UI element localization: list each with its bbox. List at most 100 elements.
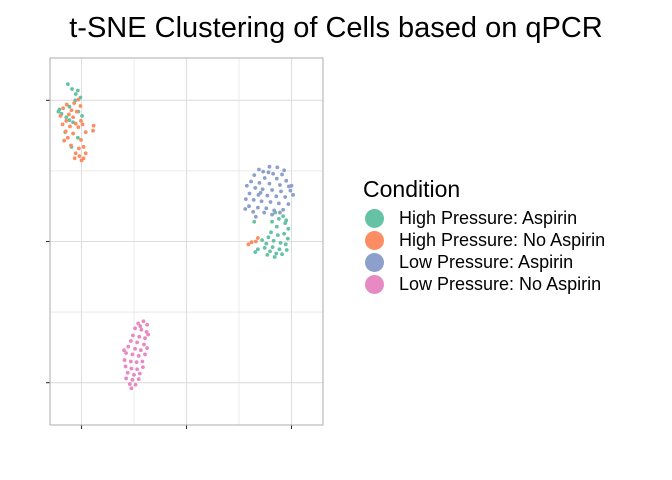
- data-point: [78, 104, 83, 108]
- data-point: [64, 115, 69, 120]
- data-point: [67, 112, 71, 117]
- data-point: [270, 219, 274, 224]
- data-point: [62, 138, 67, 143]
- data-point: [91, 128, 95, 133]
- data-point: [249, 240, 254, 245]
- data-point: [65, 135, 70, 140]
- data-point: [73, 121, 78, 126]
- data-point: [272, 208, 277, 213]
- data-point: [56, 109, 61, 114]
- legend-label: Low Pressure: No Aspirin: [399, 273, 602, 294]
- data-point: [138, 324, 143, 329]
- data-point: [76, 146, 81, 151]
- data-point: [269, 230, 273, 235]
- data-point: [135, 340, 140, 345]
- data-point: [130, 377, 135, 382]
- data-point: [80, 122, 85, 127]
- data-point: [122, 348, 126, 353]
- data-point: [259, 199, 264, 204]
- data-point: [122, 358, 127, 362]
- data-point: [267, 164, 272, 169]
- data-point: [251, 197, 256, 202]
- data-point: [257, 181, 262, 185]
- data-point: [262, 210, 267, 215]
- data-point: [283, 195, 288, 199]
- data-point: [71, 131, 75, 136]
- data-point: [281, 214, 285, 218]
- data-point: [243, 207, 248, 211]
- data-point: [133, 382, 138, 387]
- legend-label: Low Pressure: Aspirin: [399, 251, 574, 272]
- data-point: [256, 236, 260, 240]
- data-point: [274, 224, 279, 229]
- legend-swatch: [365, 274, 384, 294]
- data-point: [252, 219, 257, 224]
- data-point: [291, 193, 295, 197]
- data-point: [58, 113, 63, 118]
- data-point: [76, 125, 81, 130]
- data-point: [124, 351, 129, 355]
- data-point: [143, 352, 147, 357]
- data-points: [56, 82, 295, 391]
- data-point: [135, 367, 140, 372]
- data-point: [278, 241, 283, 245]
- data-point: [127, 382, 132, 386]
- data-point: [138, 348, 143, 353]
- data-point: [280, 252, 284, 257]
- data-point: [277, 247, 282, 252]
- data-point: [260, 238, 264, 242]
- legend-entry: High Pressure: Aspirin: [363, 207, 605, 229]
- series-group: [243, 164, 295, 219]
- data-point: [68, 124, 72, 129]
- data-point: [246, 242, 251, 247]
- data-point: [64, 118, 69, 123]
- data-point: [141, 365, 145, 370]
- legend-title: Condition: [363, 176, 461, 202]
- data-point: [251, 209, 256, 214]
- data-point: [256, 205, 260, 210]
- legend-label: High Pressure: No Aspirin: [399, 229, 606, 250]
- data-point: [280, 172, 284, 177]
- data-point: [137, 334, 142, 339]
- data-point: [247, 204, 251, 209]
- axis-ticks: [46, 99, 293, 429]
- data-point: [277, 201, 281, 206]
- data-point: [282, 168, 287, 173]
- data-point: [143, 336, 147, 341]
- data-point: [279, 189, 283, 194]
- series-group: [58, 97, 260, 247]
- data-point: [244, 183, 249, 188]
- data-point: [67, 118, 72, 123]
- data-point: [73, 151, 78, 156]
- data-point: [265, 253, 270, 257]
- data-point: [67, 104, 72, 109]
- grid-lines: [50, 58, 323, 425]
- data-point: [65, 82, 70, 87]
- data-point: [284, 248, 289, 252]
- data-point: [141, 319, 146, 324]
- data-point: [139, 327, 144, 332]
- data-point: [64, 102, 69, 107]
- data-point: [284, 218, 289, 223]
- data-point: [136, 377, 141, 382]
- data-point: [128, 339, 133, 343]
- data-point: [253, 239, 258, 244]
- data-point: [126, 344, 131, 349]
- series-group: [122, 319, 151, 391]
- data-point: [133, 346, 137, 351]
- legend-entries: High Pressure: Aspirin High Pressure: No …: [363, 207, 605, 295]
- data-point: [253, 250, 258, 254]
- data-point: [278, 183, 282, 187]
- data-point: [278, 210, 282, 215]
- data-point: [289, 183, 294, 188]
- data-point: [275, 165, 280, 170]
- data-point: [262, 176, 267, 180]
- data-point: [260, 187, 265, 192]
- data-point: [146, 332, 151, 337]
- data-point: [247, 191, 252, 196]
- data-point: [129, 366, 134, 371]
- data-point: [270, 212, 274, 217]
- series-group: [56, 82, 291, 259]
- data-point: [145, 322, 150, 327]
